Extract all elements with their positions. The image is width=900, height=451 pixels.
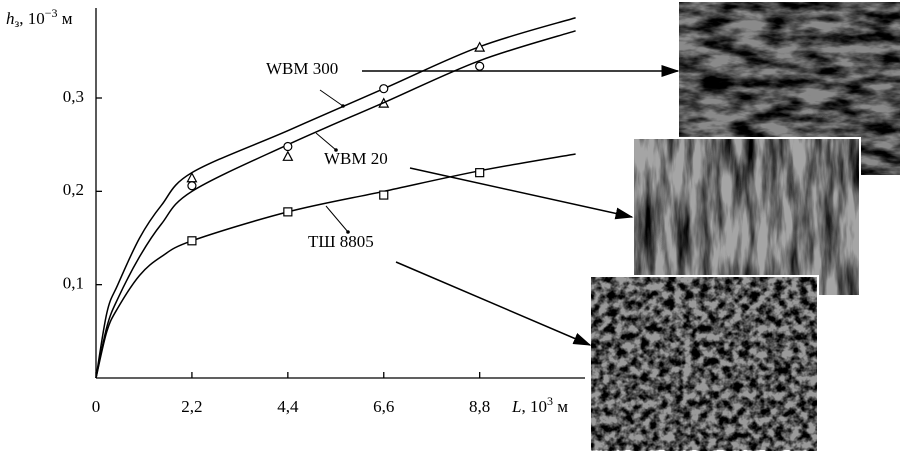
- arrow: [410, 168, 632, 217]
- marker-triangle: [283, 152, 292, 161]
- chart: 0,1 0,2 0,3 0 2,2 4,4 6,6 8,8 WBM 300 WBM 20 ТШ 88…: [0, 0, 900, 451]
- x-tick-label: 6,6: [373, 397, 394, 416]
- marker-circle: [380, 85, 388, 93]
- leader-line: [320, 90, 343, 106]
- x-axis-label: L, 103 м: [511, 394, 568, 416]
- x-tick-label: 4,4: [277, 397, 299, 416]
- y-label-symbol: h: [6, 9, 15, 28]
- x-tick-label: 2,2: [181, 397, 202, 416]
- marker-circle: [188, 182, 196, 190]
- y-tick-label: 0,1: [63, 274, 84, 293]
- y-label-unit: , 10: [19, 9, 45, 28]
- marker-circle: [284, 143, 292, 151]
- marker-circle: [476, 62, 484, 70]
- y-label-suffix: м: [58, 9, 73, 28]
- leader-dot: [341, 104, 345, 108]
- x-label-unit: , 10: [521, 397, 547, 416]
- series-label: WBM 300: [266, 59, 338, 78]
- y-label-exponent: −3: [45, 6, 58, 20]
- leader-line: [316, 133, 336, 150]
- leader-line: [326, 206, 348, 232]
- arrow: [396, 262, 590, 345]
- y-axis-label: hз, 10−3 м: [6, 6, 73, 30]
- series-label: WBM 20: [324, 149, 388, 168]
- x-tick-label: 8,8: [469, 397, 490, 416]
- x-label-symbol: L: [511, 397, 521, 416]
- marker-square: [284, 208, 292, 216]
- micrograph-texture: [634, 139, 859, 295]
- micrographs: [590, 2, 900, 451]
- marker-triangle: [475, 43, 484, 52]
- marker-square: [188, 237, 196, 245]
- marker-square: [476, 169, 484, 177]
- series-label: ТШ 8805: [308, 232, 374, 251]
- fit-curve: [96, 154, 576, 378]
- micrograph-texture: [591, 277, 817, 451]
- marker-square: [380, 191, 388, 199]
- fit-curve: [96, 31, 576, 378]
- x-label-suffix: м: [553, 397, 568, 416]
- y-tick-label: 0,3: [63, 87, 84, 106]
- y-tick-label: 0,2: [63, 180, 84, 199]
- x-tick-label: 0: [92, 397, 101, 416]
